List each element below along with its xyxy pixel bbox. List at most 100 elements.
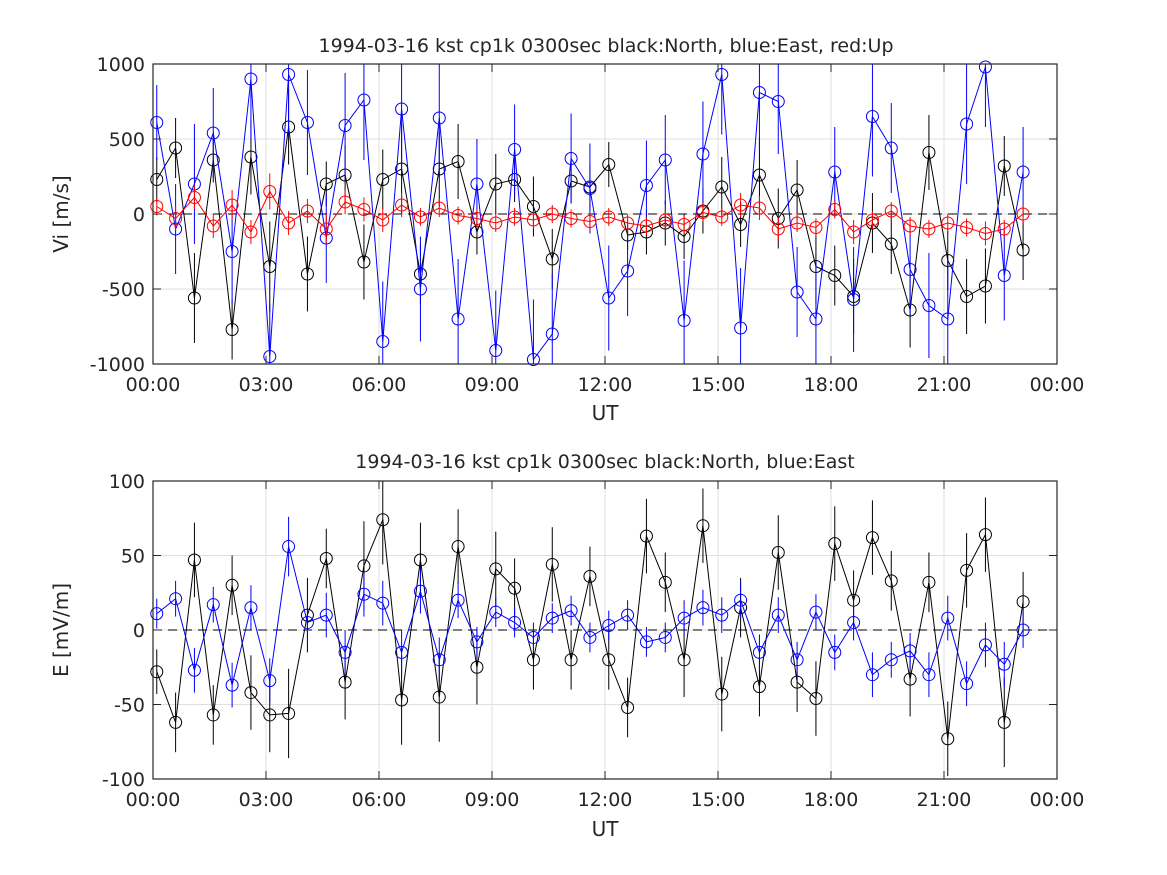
velocity-up-point <box>300 204 314 218</box>
velocity-up-point <box>169 212 183 225</box>
efield-east-point <box>282 540 296 554</box>
velocity-x-axis-label: UT <box>592 401 620 425</box>
velocity-up-point <box>752 201 766 215</box>
efield-north-point <box>451 540 465 554</box>
efield-east-point <box>978 638 992 652</box>
velocity-up-point <box>847 225 861 239</box>
efield-north-point <box>263 708 277 722</box>
efield-x-tick-label: 18:00 <box>804 789 859 811</box>
efield-east-point <box>621 608 635 622</box>
velocity-x-tick-label: 06:00 <box>352 374 407 396</box>
velocity-y-tick-label: 1000 <box>97 54 145 76</box>
efield-x-tick-label: 03:00 <box>239 789 294 811</box>
velocity-up-point <box>282 216 296 230</box>
velocity-north-point <box>244 150 258 164</box>
efield-panel-title: 1994-03-16 kst cp1k 0300sec black:North,… <box>355 451 854 473</box>
velocity-east-point <box>696 147 710 161</box>
velocity-up-point <box>564 212 578 225</box>
efield-east-point <box>244 601 258 615</box>
velocity-up-point <box>244 225 258 239</box>
velocity-east-point <box>922 299 936 312</box>
velocity-east-point <box>734 321 748 335</box>
efield-x-tick-label: 00:00 <box>1030 789 1085 811</box>
velocity-y-axis-label: Vi [m/s] <box>49 175 73 252</box>
velocity-east-point <box>376 335 390 348</box>
efield-east-point <box>508 616 522 630</box>
velocity-up-point <box>696 206 710 219</box>
efield-east-point <box>884 653 898 667</box>
velocity-north-point <box>1016 243 1030 257</box>
efield-x-tick-label: 09:00 <box>465 789 520 811</box>
efield-east-point <box>847 616 861 630</box>
efield-north-point <box>941 732 955 746</box>
velocity-east-point <box>771 95 785 108</box>
efield-east-point <box>658 630 672 644</box>
velocity-north-point <box>828 269 842 282</box>
efield-north-point <box>903 672 917 686</box>
efield-north-point <box>828 537 842 551</box>
efield-east-point <box>583 630 597 644</box>
efield-north-point <box>545 557 559 571</box>
efield-north-point <box>752 680 766 694</box>
velocity-east-point <box>338 119 352 132</box>
efield-north-point <box>602 653 616 667</box>
velocity-up-point <box>451 209 465 222</box>
efield-east-point <box>790 653 804 667</box>
velocity-east-point <box>508 143 522 156</box>
velocity-east-point <box>677 314 691 327</box>
velocity-north-point <box>922 146 936 159</box>
velocity-east-point <box>639 179 653 192</box>
efield-y-tick-label: -50 <box>114 695 145 717</box>
efield-east-point <box>752 645 766 659</box>
efield-north-point <box>639 529 653 543</box>
velocity-east-point <box>357 93 371 107</box>
velocity-panel: 1994-03-16 kst cp1k 0300sec black:North,… <box>49 35 1084 425</box>
efield-north-point <box>978 528 992 542</box>
efield-north-point <box>997 715 1011 729</box>
velocity-x-tick-label: 15:00 <box>691 374 746 396</box>
efield-north-point <box>809 692 823 706</box>
efield-east-point <box>187 663 201 677</box>
velocity-up-point <box>715 210 729 224</box>
velocity-east-point <box>583 182 597 195</box>
velocity-x-ticks: 00:00 03:00 06:00 09:00 12:00 15:00 18:00 21:00… <box>126 64 1084 396</box>
velocity-east-point <box>941 312 955 326</box>
efield-east-point <box>376 596 390 610</box>
velocity-y-tick-label: -1000 <box>90 354 145 376</box>
velocity-series-layer <box>150 60 1030 366</box>
velocity-north-point <box>357 255 371 269</box>
efield-north-point <box>376 513 390 527</box>
velocity-up-point <box>376 213 390 227</box>
efield-east-point <box>545 611 559 625</box>
efield-east-point <box>602 619 616 633</box>
efield-north-point <box>658 575 672 589</box>
velocity-east-point <box>545 327 559 341</box>
efield-east-point <box>809 605 823 619</box>
velocity-y-ticks: -1000 -500 0 500 1000 <box>90 54 1057 376</box>
efield-north-point <box>489 562 503 576</box>
efield-east-point <box>150 607 164 621</box>
velocity-up-point <box>771 222 785 236</box>
efield-x-tick-label: 06:00 <box>352 789 407 811</box>
velocity-east-point <box>658 153 672 167</box>
velocity-north-point <box>960 290 974 303</box>
efield-east-point <box>395 645 409 659</box>
efield-x-axis-label: UT <box>592 817 620 841</box>
velocity-up-point <box>225 198 239 212</box>
velocity-up-point <box>922 222 936 236</box>
efield-east-point <box>941 611 955 625</box>
velocity-up-point <box>319 222 333 236</box>
velocity-east-point <box>865 110 879 123</box>
efield-y-axis-label: E [mV/m] <box>49 583 73 677</box>
velocity-north-point <box>169 141 183 155</box>
velocity-north-point <box>150 173 164 186</box>
velocity-north-point <box>734 218 748 231</box>
efield-x-tick-label: 21:00 <box>917 789 972 811</box>
velocity-up-point <box>978 227 992 240</box>
velocity-east-point <box>884 141 898 155</box>
efield-north-point <box>771 546 785 560</box>
velocity-east-point <box>960 117 974 131</box>
velocity-up-point <box>263 185 277 198</box>
velocity-up-point <box>1016 207 1030 221</box>
velocity-up-point <box>960 221 974 234</box>
